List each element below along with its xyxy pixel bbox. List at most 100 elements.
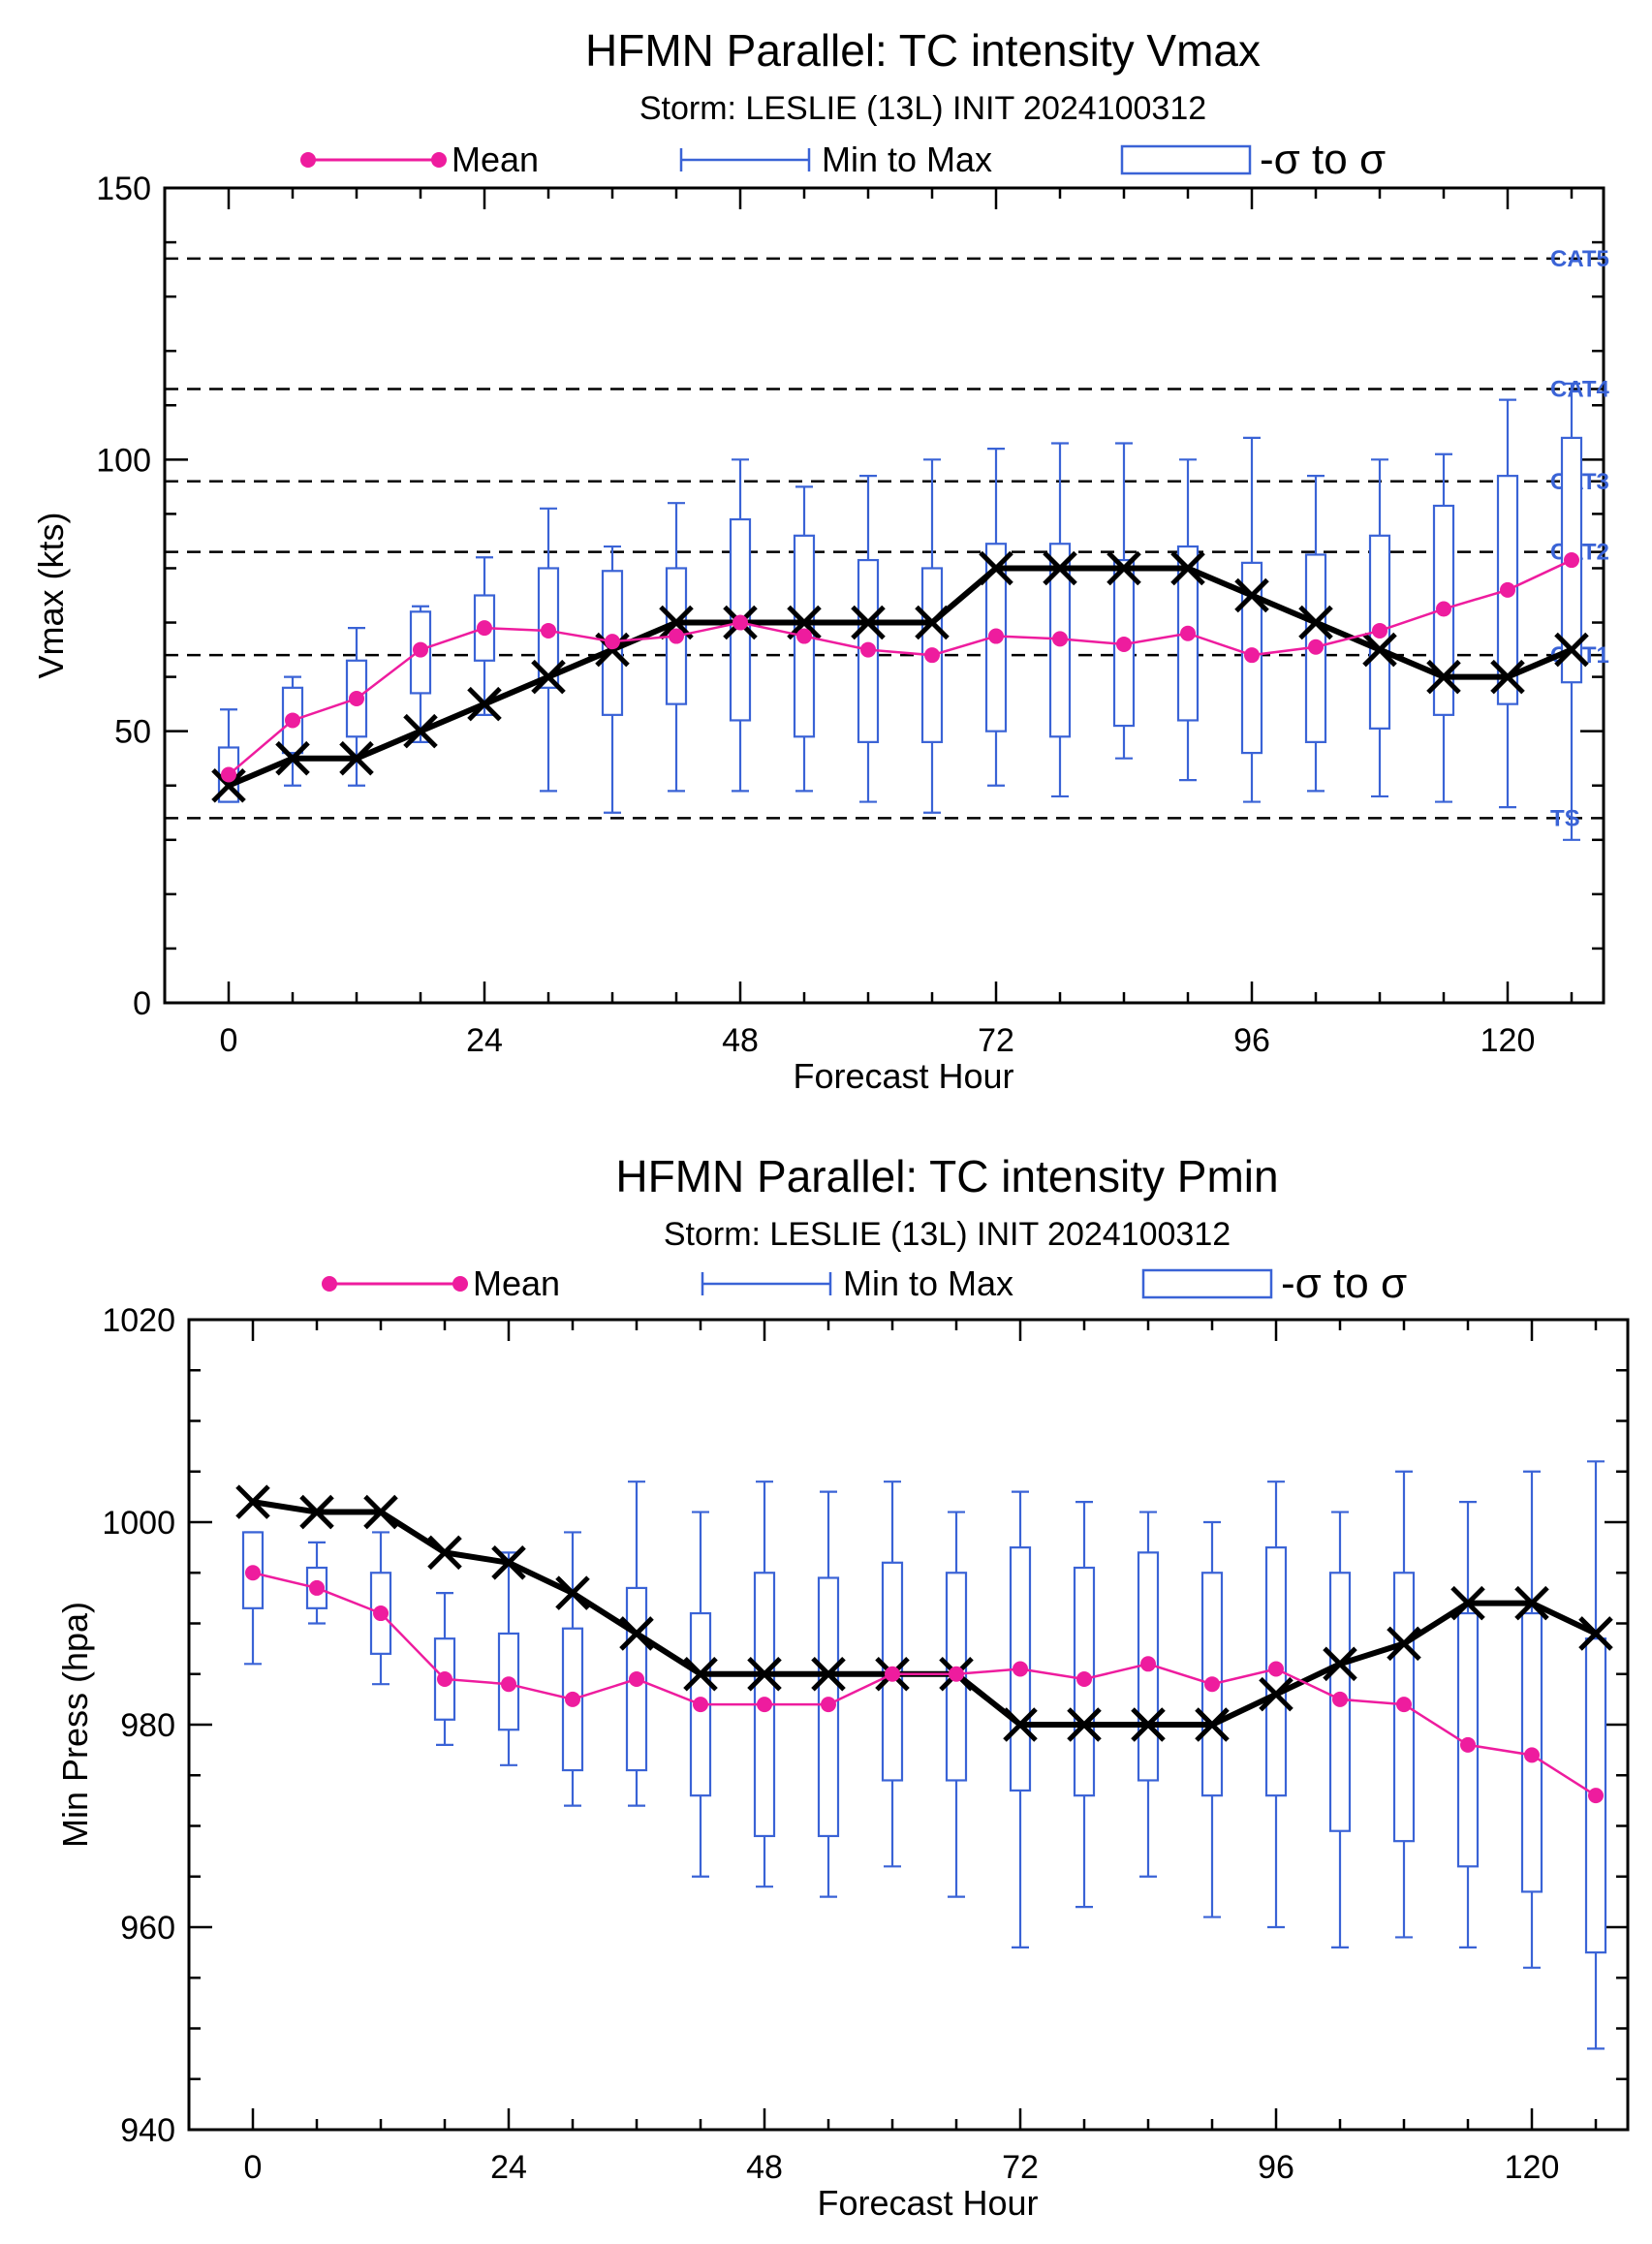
mean-point xyxy=(221,766,236,783)
x-tick-label: 96 xyxy=(1233,1022,1270,1059)
legend-mean-marker xyxy=(452,1276,468,1292)
mean-point xyxy=(949,1666,964,1682)
official-marker xyxy=(979,550,1013,586)
official-marker xyxy=(1259,1676,1294,1712)
mean-point xyxy=(1308,639,1324,655)
reference-label-cat4: CAT4 xyxy=(1550,376,1610,402)
x-tick-label: 96 xyxy=(1258,2149,1294,2186)
y-tick-label: 960 xyxy=(120,1910,175,1947)
mean-point xyxy=(1396,1697,1412,1713)
y-tick-label: 940 xyxy=(120,2112,175,2149)
mean-point xyxy=(1588,1788,1604,1804)
official-marker xyxy=(467,686,502,722)
reference-label-cat5: CAT5 xyxy=(1550,246,1609,272)
chart-subtitle: Storm: LESLIE (13L) INIT 2024100312 xyxy=(639,90,1206,127)
official-marker xyxy=(747,1656,782,1692)
official-marker xyxy=(235,1484,270,1519)
mean-point xyxy=(1204,1676,1220,1693)
mean-point xyxy=(1436,601,1451,617)
mean-point xyxy=(1372,622,1387,639)
mean-point xyxy=(605,634,620,650)
official-marker xyxy=(1490,659,1525,695)
official-marker xyxy=(555,1575,590,1610)
x-tick-label: 0 xyxy=(220,1022,238,1059)
mean-point xyxy=(1116,636,1132,652)
official-marker xyxy=(1450,1585,1485,1621)
official-marker xyxy=(363,1494,398,1530)
mean-point xyxy=(924,647,940,664)
mean-point xyxy=(1524,1747,1540,1763)
legend-sigma-label: -σ to σ xyxy=(1281,1260,1407,1307)
mean-point xyxy=(413,641,428,658)
chart-subtitle: Storm: LESLIE (13L) INIT 2024100312 xyxy=(664,1216,1231,1253)
x-axis-label: Forecast Hour xyxy=(817,2183,1038,2223)
official-marker xyxy=(1067,1707,1102,1742)
official-marker xyxy=(1003,1707,1038,1742)
mean-line xyxy=(228,558,1573,776)
mean-point xyxy=(1244,647,1260,664)
mean-point xyxy=(885,1666,900,1682)
mean-point xyxy=(285,712,300,729)
mean-point xyxy=(245,1565,261,1581)
mean-point xyxy=(1460,1736,1476,1753)
mean-point xyxy=(437,1670,452,1687)
official-marker xyxy=(299,1494,334,1530)
mean-point xyxy=(629,1670,644,1687)
legend-range-label: Min to Max xyxy=(843,1263,1013,1303)
x-tick-label: 48 xyxy=(722,1022,759,1059)
official-marker xyxy=(1131,1707,1166,1742)
mean-point xyxy=(1268,1661,1284,1677)
mean-point xyxy=(1140,1656,1156,1672)
official-marker xyxy=(1362,632,1397,668)
y-tick-label: 1020 xyxy=(102,1302,175,1339)
legend-mean-marker xyxy=(300,152,316,168)
y-tick-label: 1000 xyxy=(102,1505,175,1542)
official-marker xyxy=(491,1545,526,1580)
legend-sigma-label: -σ to σ xyxy=(1260,136,1386,183)
mean-point xyxy=(669,628,684,644)
mean-point xyxy=(988,628,1004,644)
mean-point xyxy=(541,622,556,639)
official-marker xyxy=(1234,577,1269,613)
mean-point xyxy=(860,641,876,658)
mean-point xyxy=(477,620,492,637)
x-tick-label: 72 xyxy=(1002,2149,1039,2186)
x-tick-label: 48 xyxy=(746,2149,783,2186)
chart-title: HFMN Parallel: TC intensity Vmax xyxy=(585,25,1261,76)
x-tick-label: 120 xyxy=(1481,1022,1536,1059)
x-tick-label: 72 xyxy=(978,1022,1014,1059)
official-marker xyxy=(683,1656,718,1692)
official-marker xyxy=(1514,1585,1549,1621)
mean-point xyxy=(1500,581,1515,598)
official-marker xyxy=(211,767,246,803)
official-marker xyxy=(851,605,886,640)
mean-point xyxy=(1013,1661,1028,1677)
x-tick-label: 120 xyxy=(1505,2149,1560,2186)
y-axis-label: Vmax (kts) xyxy=(31,512,71,678)
vmax-panel: HFMN Parallel: TC intensity Vmax Storm: L… xyxy=(31,25,1610,1096)
mean-point xyxy=(821,1697,836,1713)
legend-mean-label: Mean xyxy=(473,1263,560,1303)
y-tick-label: 50 xyxy=(114,714,151,751)
official-marker xyxy=(427,1535,462,1571)
mean-point xyxy=(565,1691,580,1707)
mean-point xyxy=(1180,625,1196,641)
mean-point xyxy=(757,1697,772,1713)
mean-point xyxy=(1052,631,1068,647)
legend-range-label: Min to Max xyxy=(822,140,992,179)
mean-point xyxy=(693,1697,708,1713)
legend: Mean Min to Max -σ to σ xyxy=(322,1260,1407,1307)
y-tick-label: 100 xyxy=(96,442,151,479)
official-marker xyxy=(1578,1616,1613,1651)
y-tick-label: 980 xyxy=(120,1707,175,1744)
official-marker xyxy=(1195,1707,1230,1742)
official-marker xyxy=(619,1616,654,1651)
official-marker xyxy=(811,1656,846,1692)
mean-point xyxy=(373,1605,389,1622)
official-marker xyxy=(1554,632,1589,668)
mean-point xyxy=(1076,1670,1092,1687)
mean-point xyxy=(1564,552,1579,569)
x-tick-label: 24 xyxy=(466,1022,503,1059)
official-marker xyxy=(1426,659,1461,695)
